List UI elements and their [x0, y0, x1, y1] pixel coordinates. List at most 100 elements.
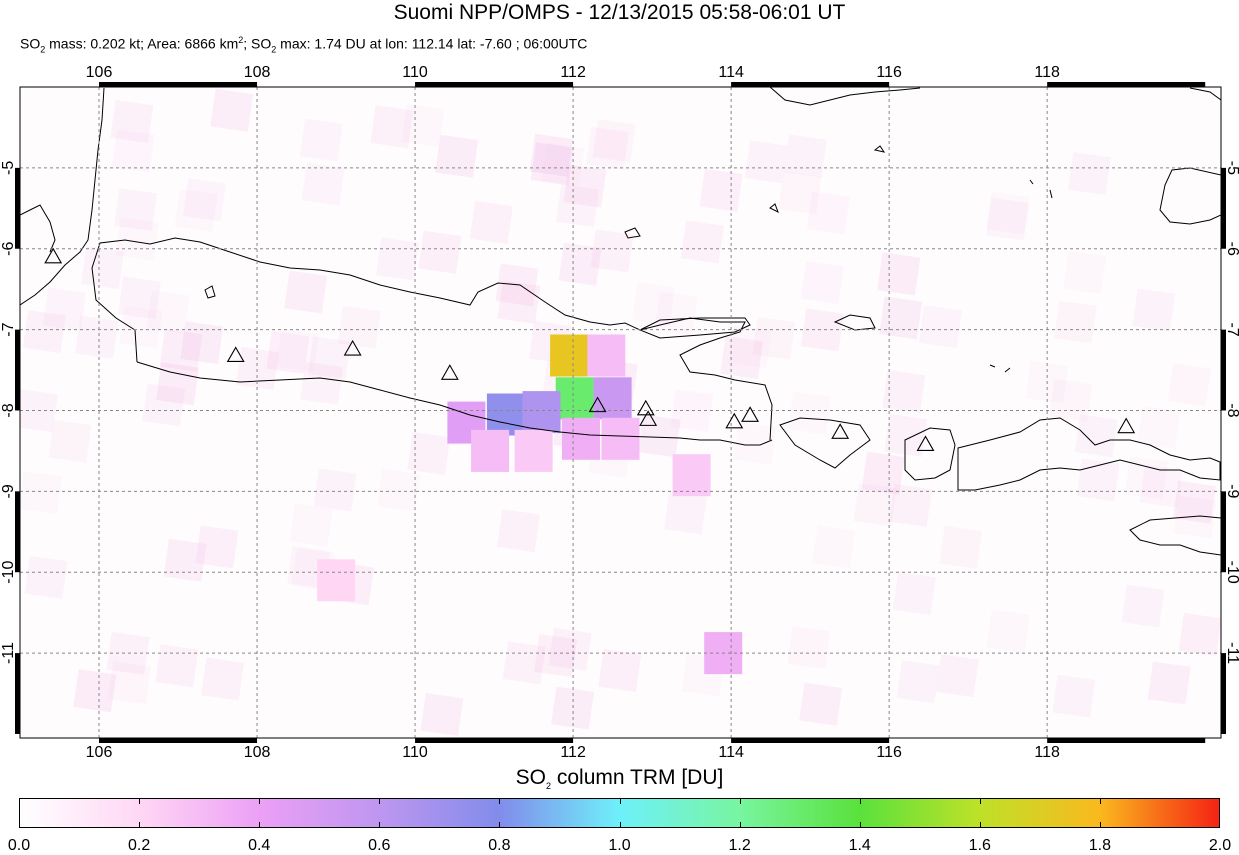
noise-pixel — [435, 134, 479, 178]
colorbar-tick-mark — [739, 798, 741, 804]
noise-pixel — [879, 296, 923, 340]
noise-pixel — [1049, 378, 1093, 422]
axis-labels: 106 106 108 108 110 110 112 112 114 114 116 116 118 1… — [0, 64, 1239, 760]
noise-pixel — [401, 104, 445, 148]
noise-pixel — [986, 191, 1030, 235]
colorbar-tick-mark — [139, 822, 141, 828]
noise-pixel — [183, 178, 226, 222]
colorbar-title: SO2 column TRM [DU] — [0, 765, 1239, 799]
frame-tick-bar — [15, 491, 20, 573]
so2-pixel — [672, 454, 711, 497]
colorbar-tick-mark — [979, 822, 981, 828]
noise-pixel — [592, 119, 636, 163]
coastline-sumbawa — [957, 417, 1221, 491]
noise-pixel — [376, 237, 420, 281]
noise-pixel — [115, 217, 159, 261]
so2-pixel — [555, 377, 594, 420]
noise-pixel — [497, 280, 541, 324]
noise-pixel — [1074, 414, 1118, 458]
noise-pixel — [1178, 612, 1221, 656]
noise-pixel — [420, 692, 464, 736]
lon-tick-label-bottom: 112 — [560, 744, 586, 760]
so2-pixel — [593, 377, 632, 420]
volcano-triangle-icon — [588, 396, 607, 413]
noise-pixel — [680, 220, 724, 264]
colorbar-tick-mark — [979, 798, 981, 804]
noise-pixel — [637, 414, 681, 458]
noise-pixel — [284, 270, 328, 314]
volcano-triangle-icon — [1117, 417, 1136, 434]
colorbar-tick-label: 2.0 — [1208, 837, 1232, 854]
noise-pixel — [806, 191, 850, 235]
coastline-borneo — [769, 87, 921, 106]
colorbar-tick-mark — [499, 822, 501, 828]
frame-tick-bar — [731, 738, 890, 743]
noise-pixel — [195, 525, 239, 569]
noise-pixel — [896, 660, 940, 704]
lon-tick-label-top: 116 — [876, 64, 902, 81]
so2-pixel — [317, 559, 356, 602]
noise-pixel — [783, 134, 827, 178]
coastlines — [20, 87, 1221, 556]
coastline-java-south — [136, 361, 773, 446]
noise-pixel — [1173, 495, 1217, 539]
volcano-triangle-icon — [44, 247, 63, 264]
lon-tick-label-top: 112 — [560, 64, 586, 81]
noise-pixel — [586, 126, 629, 170]
noise-pixel — [20, 389, 58, 433]
noise-pixel — [418, 230, 462, 274]
subtitle-part: mass: 0.202 kt; Area: 6866 km — [45, 35, 239, 52]
noise-pixel — [159, 328, 203, 372]
lon-tick-label-bottom: 118 — [1034, 744, 1060, 760]
volcano-triangle-icon — [725, 412, 744, 429]
volcano-triangle-icon — [343, 339, 362, 356]
lat-tick-label-right: -5 — [1224, 161, 1239, 175]
noise-pixel — [598, 649, 642, 692]
colorbar-tick-label: 0.6 — [368, 837, 391, 854]
noise-pixel — [1139, 464, 1183, 508]
lat-tick-label-left: -11 — [0, 642, 17, 664]
colorbar-tick-mark — [859, 822, 861, 828]
noise-pixel — [670, 389, 714, 433]
colorbar-tick-mark — [739, 822, 741, 828]
noise-pixel — [752, 316, 796, 360]
noise-pixel — [889, 484, 933, 527]
frame-tick-bar — [1221, 491, 1226, 573]
lon-tick-label-bottom: 106 — [86, 744, 113, 760]
map-frame — [19, 86, 1222, 739]
noise-pixel — [632, 282, 676, 326]
subtitle-superscript: 2 — [238, 35, 244, 45]
noise-pixel — [892, 572, 936, 616]
lon-tick-label-top: 108 — [244, 64, 271, 81]
so2-pixel — [522, 391, 561, 434]
noise-pixel — [119, 305, 163, 349]
colorbar-tick-mark — [1099, 822, 1101, 828]
noise-pixel — [289, 503, 333, 547]
noise-pixel — [699, 168, 743, 212]
noise-pixel — [299, 118, 343, 162]
colorbar-tick-label: 1.8 — [1088, 837, 1112, 854]
noise-pixel — [787, 626, 831, 670]
noise-pixel — [48, 419, 92, 463]
frame-tick-bar — [1221, 329, 1226, 411]
so2-pixel — [587, 334, 626, 377]
graticule — [20, 87, 1221, 738]
coastline-islands — [204, 145, 1053, 373]
noise-pixel — [664, 491, 707, 535]
noise-pixel — [1167, 363, 1211, 407]
colorbar-tick-mark — [379, 798, 381, 804]
noise-pixel — [114, 188, 158, 232]
colorbar-tick-label: 1.0 — [608, 837, 631, 854]
noise-pixel — [275, 328, 319, 372]
noise-pixel — [313, 468, 357, 512]
lon-tick-label-top: 118 — [1034, 64, 1060, 81]
colorbar-title-part: column TRM [DU] — [551, 766, 724, 789]
map-title: Suomi NPP/OMPS - 12/13/2015 05:58-06:01 … — [393, 1, 846, 24]
noise-pixel — [22, 310, 66, 354]
noise-pixel — [563, 164, 607, 208]
noise-pixel — [861, 451, 905, 495]
frame-ticks — [15, 82, 1226, 743]
lat-tick-label-left: -8 — [0, 403, 17, 417]
colorbar-tick-label: 1.2 — [728, 837, 751, 854]
noise-pixel — [407, 431, 451, 475]
